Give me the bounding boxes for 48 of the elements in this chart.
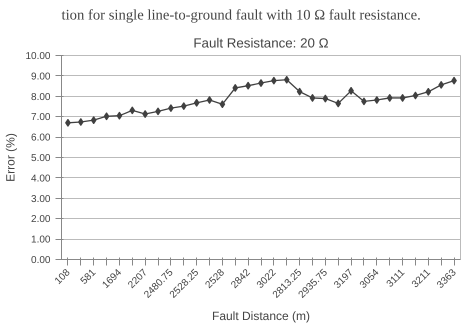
- point: [90, 116, 97, 124]
- chart-title: Fault Resistance: 20 Ω: [193, 36, 329, 50]
- point: [142, 110, 148, 118]
- y-tick-label: 3.00: [31, 194, 51, 205]
- point: [310, 94, 316, 102]
- y-tick-label: 2.00: [31, 214, 51, 226]
- point: [322, 94, 328, 103]
- point: [271, 76, 277, 85]
- point: [386, 94, 393, 102]
- point: [361, 97, 367, 106]
- point: [296, 88, 302, 96]
- point: [258, 79, 264, 88]
- y-tick-label: 5.00: [31, 153, 51, 164]
- x-axis-title: Fault Distance (m): [212, 309, 310, 324]
- y-axis-title: Error (%): [3, 133, 18, 182]
- y-tick-label: 6.00: [31, 132, 51, 144]
- point: [194, 98, 200, 107]
- point: [232, 84, 238, 92]
- point: [412, 91, 418, 100]
- y-tick-label: 10.00: [25, 51, 51, 62]
- y-tick-label: 9.00: [31, 71, 51, 82]
- point: [438, 80, 444, 89]
- y-tick-label: 8.00: [31, 92, 51, 103]
- point: [245, 82, 251, 90]
- point: [220, 100, 226, 108]
- point: [335, 99, 342, 108]
- point: [116, 112, 122, 120]
- y-tick-label: 1.00: [31, 234, 51, 246]
- point: [451, 76, 457, 85]
- point: [104, 112, 110, 120]
- point: [374, 96, 380, 104]
- point: [400, 94, 406, 102]
- y-tick-label: 7.00: [31, 112, 51, 124]
- point: [155, 107, 161, 116]
- point: [78, 118, 84, 126]
- point: [168, 104, 174, 112]
- point: [206, 96, 212, 104]
- x-tick-label: 581: [78, 267, 99, 287]
- point: [284, 76, 290, 84]
- point: [129, 106, 136, 114]
- text: tion for single line-to-ground fault with 10 Ω fault resistance.: [62, 8, 421, 24]
- point: [65, 118, 71, 127]
- point: [425, 88, 432, 96]
- x-tick-label: 108: [52, 267, 73, 287]
- y-tick-label: 4.00: [31, 173, 51, 184]
- point: [180, 102, 187, 110]
- y-tick-label: 0.00: [31, 255, 51, 266]
- point: [348, 86, 354, 95]
